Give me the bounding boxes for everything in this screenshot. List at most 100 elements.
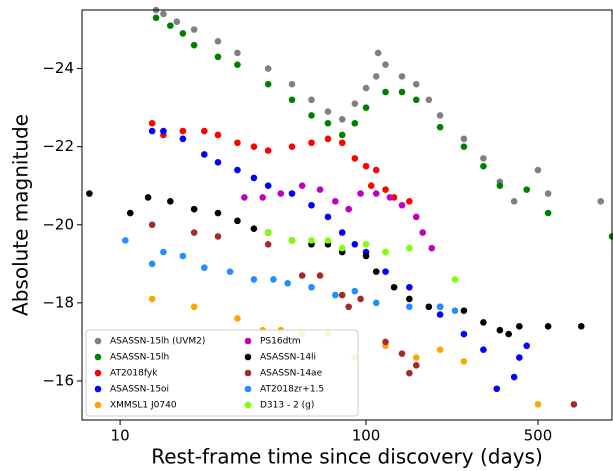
- point: [234, 166, 241, 174]
- y-tick-label: −22: [42, 137, 74, 155]
- point: [382, 248, 389, 256]
- legend-label: AT2018fyk: [110, 369, 158, 379]
- legend-label: PS16dtm: [260, 337, 301, 347]
- point: [160, 127, 167, 135]
- point: [338, 131, 346, 139]
- legend-label: ASASSN-15oi: [110, 385, 169, 395]
- point: [406, 283, 413, 291]
- point: [406, 244, 413, 252]
- point: [398, 350, 406, 357]
- point: [412, 96, 420, 104]
- point: [250, 143, 258, 150]
- point: [250, 225, 258, 232]
- point: [382, 88, 389, 96]
- point: [510, 198, 518, 205]
- point: [332, 291, 339, 299]
- point: [324, 237, 332, 244]
- point: [460, 135, 468, 143]
- point: [406, 295, 413, 303]
- point: [406, 369, 413, 377]
- point: [234, 139, 241, 147]
- point: [214, 37, 222, 45]
- x-axis-label: Rest-frame time since discovery (days): [151, 445, 543, 469]
- point: [308, 237, 315, 244]
- point: [288, 80, 296, 88]
- point: [308, 139, 315, 147]
- point: [167, 198, 174, 205]
- point: [357, 190, 364, 197]
- point: [570, 401, 578, 408]
- point: [496, 326, 504, 334]
- point: [425, 303, 433, 311]
- point: [148, 260, 156, 268]
- point: [597, 198, 605, 205]
- point: [288, 237, 296, 244]
- point: [436, 311, 444, 318]
- point: [160, 10, 167, 18]
- point: [264, 65, 272, 72]
- point: [214, 209, 222, 217]
- point: [544, 322, 552, 330]
- point: [148, 119, 156, 127]
- point: [436, 346, 444, 354]
- point: [214, 158, 222, 166]
- legend-label: ASASSN-14li: [260, 353, 316, 363]
- point: [173, 18, 181, 26]
- point: [493, 385, 501, 393]
- point: [412, 80, 420, 88]
- point: [152, 14, 160, 22]
- point: [480, 319, 487, 326]
- point: [264, 182, 272, 190]
- point: [259, 194, 266, 201]
- point: [324, 135, 332, 143]
- legend-label: ASASSN-15lh (UVM2): [110, 337, 205, 347]
- point: [523, 186, 531, 193]
- point: [451, 276, 459, 283]
- point: [179, 30, 187, 37]
- plot-area: [86, 6, 613, 408]
- point: [241, 194, 248, 201]
- legend-marker: [244, 401, 252, 409]
- legend-marker: [94, 337, 102, 345]
- x-tick-label: 100: [352, 427, 381, 445]
- point: [324, 119, 332, 127]
- legend-marker: [94, 369, 102, 377]
- legend-marker: [244, 353, 252, 361]
- y-tick-label: −18: [42, 293, 74, 311]
- point: [398, 73, 406, 80]
- point: [382, 338, 389, 346]
- point: [386, 194, 394, 201]
- point: [406, 303, 413, 311]
- point: [264, 229, 272, 236]
- point: [148, 127, 156, 135]
- point: [308, 96, 315, 104]
- point: [357, 295, 364, 303]
- point: [190, 205, 198, 213]
- point: [460, 358, 468, 365]
- point: [201, 151, 208, 158]
- point: [480, 162, 487, 170]
- legend-label: XMMSL1 J0740: [110, 401, 177, 411]
- point: [338, 244, 346, 252]
- point: [362, 104, 370, 111]
- point: [338, 139, 346, 147]
- point: [214, 233, 222, 240]
- point: [523, 342, 531, 350]
- point: [250, 276, 258, 283]
- point: [510, 373, 518, 381]
- point: [298, 272, 306, 279]
- point: [351, 287, 359, 295]
- point: [179, 252, 187, 260]
- point: [372, 299, 380, 307]
- point: [86, 190, 93, 197]
- legend-marker: [94, 385, 102, 393]
- point: [190, 41, 198, 49]
- point: [372, 166, 380, 174]
- point: [179, 127, 187, 135]
- point: [505, 330, 512, 338]
- point: [277, 190, 285, 197]
- x-tick-label: 500: [524, 427, 553, 445]
- point: [288, 190, 296, 197]
- legend-label: ASASSN-14ae: [260, 369, 323, 379]
